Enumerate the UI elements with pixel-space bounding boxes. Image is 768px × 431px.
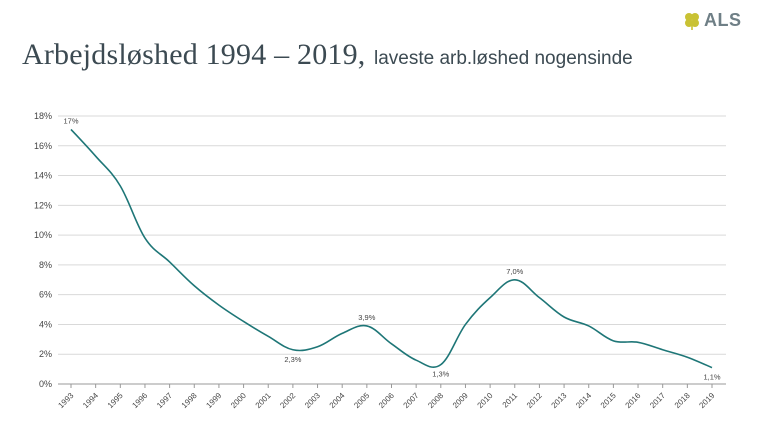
- series-line-arbejdsloshed: [70, 128, 713, 369]
- x-tick-label: 2001: [254, 391, 273, 410]
- title-main: Arbejdsløshed 1994 – 2019,: [22, 38, 366, 71]
- x-tick-label: 2014: [574, 391, 593, 410]
- data-label: 2,3%: [284, 355, 301, 364]
- y-tick-label: 16%: [34, 141, 52, 151]
- x-tick-label: 1995: [106, 391, 125, 410]
- y-tick-label: 4%: [39, 319, 52, 329]
- x-tick-label: 2019: [697, 391, 716, 410]
- x-tick-label: 2000: [229, 391, 248, 410]
- chart-title: Arbejdsløshed 1994 – 2019, laveste arb.l…: [22, 38, 633, 72]
- data-label: 3,9%: [358, 313, 375, 322]
- x-tick-label: 1998: [180, 391, 199, 410]
- x-tick-label: 2004: [328, 391, 347, 410]
- logo-text: ALS: [704, 10, 742, 30]
- y-tick-label: 2%: [39, 349, 52, 359]
- x-tick-label: 2013: [550, 391, 569, 410]
- x-tick-label: 1994: [81, 391, 100, 410]
- x-tick-label: 2007: [402, 391, 421, 410]
- x-tick-label: 2003: [303, 391, 322, 410]
- y-tick-label: 18%: [34, 111, 52, 121]
- x-tick-label: 2018: [673, 391, 692, 410]
- data-label: 1,1%: [703, 373, 720, 382]
- x-tick-label: 1999: [204, 391, 223, 410]
- x-tick-label: 2010: [476, 391, 495, 410]
- y-tick-label: 10%: [34, 230, 52, 240]
- x-tick-label: 2012: [525, 391, 544, 410]
- x-tick-label: 2005: [352, 391, 371, 410]
- x-tick-label: 2006: [377, 391, 396, 410]
- clover-icon: [685, 12, 699, 30]
- y-tick-label: 8%: [39, 260, 52, 270]
- data-label: 1,3%: [432, 370, 449, 379]
- data-label: 17%: [63, 116, 78, 125]
- x-tick-label: 1997: [155, 391, 174, 410]
- als-logo: ALS: [682, 10, 742, 31]
- x-tick-label: 2009: [451, 391, 470, 410]
- title-subtitle: laveste arb.løshed nogensinde: [373, 48, 633, 69]
- x-tick-label: 2015: [599, 391, 618, 410]
- x-tick-label: 2002: [278, 391, 297, 410]
- x-tick-label: 2008: [426, 391, 445, 410]
- y-tick-label: 0%: [39, 379, 52, 389]
- x-tick-label: 2017: [648, 391, 667, 410]
- x-tick-label: 2016: [624, 391, 643, 410]
- y-tick-label: 14%: [34, 171, 52, 181]
- x-tick-label: 1993: [56, 391, 75, 410]
- data-label: 7,0%: [506, 267, 523, 276]
- y-tick-label: 6%: [39, 290, 52, 300]
- x-tick-label: 2011: [501, 391, 520, 410]
- x-tick-label: 1996: [130, 391, 149, 410]
- y-tick-label: 12%: [34, 200, 52, 210]
